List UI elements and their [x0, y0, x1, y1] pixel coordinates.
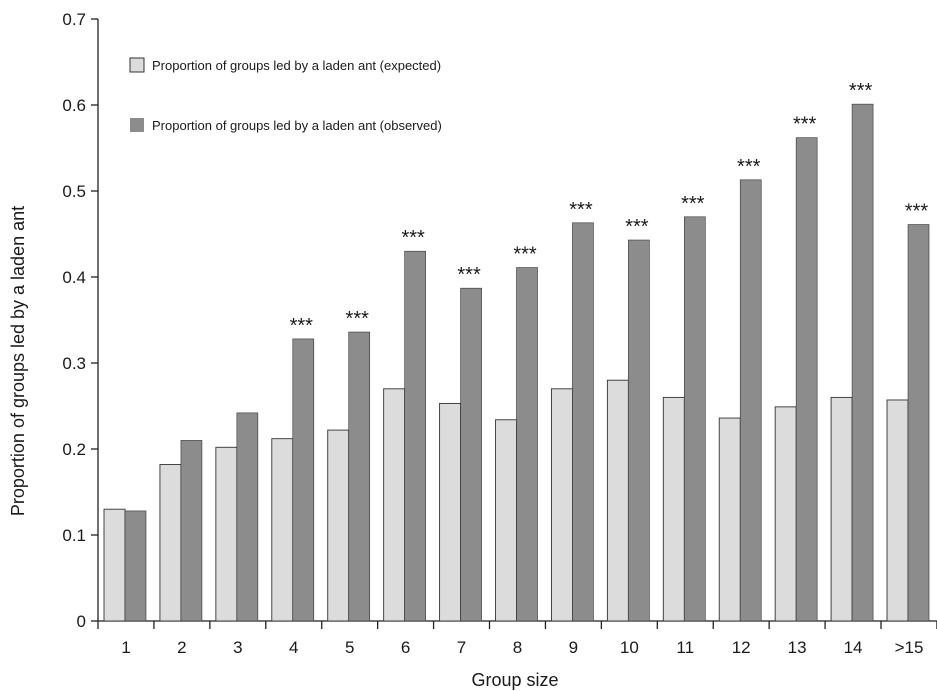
significance-label: ***: [737, 156, 761, 178]
x-tick-label: 11: [676, 638, 694, 657]
x-tick-label: 7: [457, 638, 466, 657]
legend-label-observed: Proportion of groups led by a laden ant …: [152, 118, 442, 133]
significance-label: ***: [681, 193, 705, 215]
bar-expected: [495, 419, 517, 622]
x-tick-label: >15: [895, 638, 924, 657]
bar-expected: [886, 399, 909, 622]
bar-expected: [830, 396, 853, 622]
y-tick-label: 0.4: [62, 268, 86, 287]
x-tick-label: 6: [401, 638, 410, 657]
chart-legend: Proportion of groups led by a laden ant …: [129, 57, 442, 133]
bar-expected: [271, 438, 294, 622]
bar-observed: [404, 250, 426, 622]
significance-label: ***: [457, 264, 481, 286]
chart-bars: [103, 103, 930, 622]
bar-observed: [683, 216, 706, 622]
y-tick-label: 0.7: [62, 10, 86, 29]
bar-expected: [159, 464, 182, 622]
bar-expected: [550, 388, 573, 622]
bar-expected: [383, 388, 406, 622]
bar-observed: [795, 137, 818, 622]
y-axis-title: Proportion of groups led by a laden ant: [8, 206, 28, 516]
chart-axes: 00.10.20.30.40.50.60.71 2 3 4 5 6 7 8 9 10 11 12 13 1…: [62, 10, 937, 657]
y-tick-label: 0.5: [62, 182, 86, 201]
bar-observed: [907, 224, 930, 622]
significance-label: ***: [625, 216, 649, 238]
significance-label: ***: [905, 201, 929, 223]
bar-expected: [215, 446, 238, 622]
y-tick-label: 0.3: [62, 354, 86, 373]
bar-observed: [460, 287, 482, 622]
x-tick-label: 10: [620, 638, 639, 657]
significance-label: ***: [793, 114, 817, 136]
bar-expected: [327, 429, 350, 622]
bar-expected: [662, 396, 685, 622]
y-tick-label: 0.6: [62, 96, 86, 115]
bar-observed: [739, 179, 762, 622]
bar-observed: [180, 440, 203, 622]
significance-label: ***: [569, 199, 593, 221]
x-tick-label: 12: [732, 638, 751, 657]
y-tick-label: 0.1: [62, 526, 86, 545]
bar-observed: [572, 222, 594, 622]
x-tick-label: 8: [513, 638, 522, 657]
bar-expected: [103, 508, 126, 622]
chart-labels: *** *** *** *** *** *** *** *** *** *** *** ***: [290, 80, 929, 337]
bar-observed: [292, 338, 315, 622]
bar-observed: [851, 103, 874, 622]
bar-observed: [628, 239, 650, 622]
x-tick-label: 4: [289, 638, 298, 657]
x-axis-title: Group size: [471, 670, 558, 690]
x-tick-label: 1: [121, 638, 130, 657]
x-tick-label: 9: [569, 638, 578, 657]
legend-swatch-observed: [130, 118, 144, 132]
bar-observed: [348, 331, 371, 622]
x-tick-label: 13: [788, 638, 807, 657]
significance-label: ***: [513, 244, 537, 266]
legend-label-expected: Proportion of groups led by a laden ant …: [152, 58, 441, 73]
bar-observed: [516, 267, 538, 622]
bar-expected: [718, 417, 741, 622]
bar-expected: [774, 406, 797, 622]
significance-label: ***: [849, 80, 873, 102]
bar-expected: [606, 379, 629, 622]
bar-observed: [236, 412, 259, 622]
y-tick-label: 0: [77, 612, 86, 631]
x-tick-label: 14: [844, 638, 863, 657]
bar-observed: [124, 510, 147, 622]
y-tick-label: 0.2: [62, 440, 86, 459]
x-tick-label: 3: [233, 638, 242, 657]
significance-label: ***: [290, 315, 314, 337]
bar-expected: [439, 402, 462, 622]
significance-label: ***: [346, 308, 370, 330]
legend-swatch-expected: [129, 57, 145, 73]
x-tick-label: 5: [345, 638, 354, 657]
significance-label: ***: [401, 227, 425, 249]
x-tick-label: 2: [177, 638, 186, 657]
